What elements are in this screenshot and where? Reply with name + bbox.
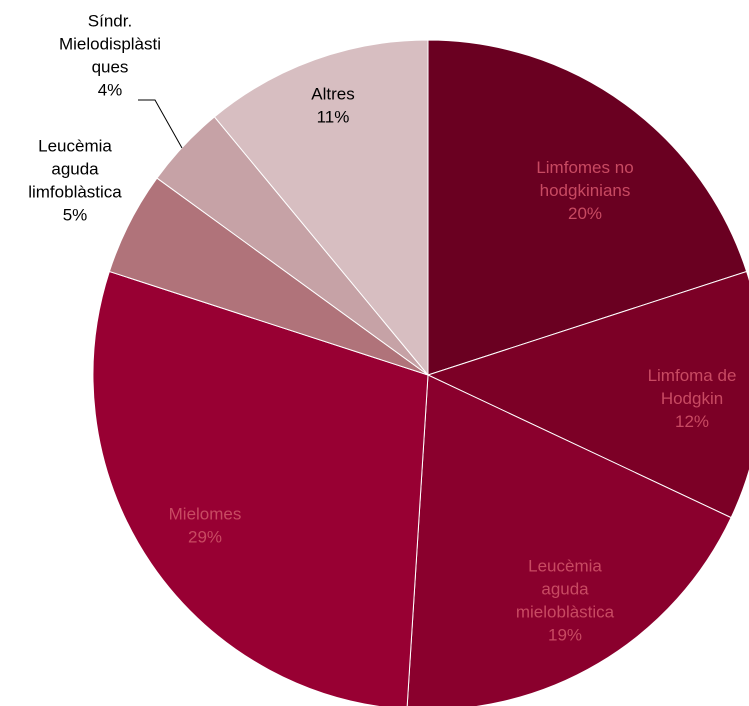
- slice-label: Leucèmia aguda limfoblàstica 5%: [28, 137, 122, 225]
- slice: [92, 270, 429, 706]
- slice: [427, 39, 748, 376]
- slice-label: Altres 11%: [311, 85, 354, 127]
- category-line: limfoblàstica: [28, 183, 122, 202]
- value-label: 4%: [98, 81, 123, 100]
- category-line: Síndr.: [88, 12, 132, 31]
- category-line: ques: [92, 58, 129, 77]
- category-line: Leucèmia: [528, 557, 602, 576]
- value-label: 5%: [63, 206, 88, 225]
- slice-label: Limfoma de Hodgkin 12%: [648, 366, 737, 431]
- labels: Limfomes no hodgkinians 20% Limfoma de Hodgk…: [28, 12, 736, 645]
- category-line: Mielodisplàsti: [59, 35, 161, 54]
- slice: [406, 374, 732, 706]
- category-line: aguda: [541, 580, 589, 599]
- pie: [92, 39, 749, 706]
- category-line: Leucèmia: [38, 137, 112, 156]
- slice-label: Leucèmia aguda mieloblàstica 19%: [516, 557, 615, 645]
- slice-label: Síndr. Mielodisplàsti ques 4%: [59, 12, 161, 100]
- slice: [213, 39, 429, 377]
- category-line: Mielomes: [169, 505, 242, 524]
- leader-line: [138, 99, 183, 149]
- slice-label: Mielomes 29%: [169, 505, 242, 547]
- category-line: Limfoma de: [648, 366, 737, 385]
- value-label: 11%: [317, 108, 350, 127]
- category-line: Hodgkin: [661, 389, 723, 408]
- category-line: Limfomes no: [536, 158, 633, 177]
- category-line: hodgkinians: [540, 181, 631, 200]
- slice: [426, 270, 749, 519]
- category-line: aguda: [51, 160, 99, 179]
- slice-label: Limfomes no hodgkinians 20%: [536, 158, 633, 223]
- value-label: 20%: [568, 204, 602, 223]
- category-line: Altres: [311, 85, 354, 104]
- value-label: 19%: [548, 626, 582, 645]
- category-line: mieloblàstica: [516, 603, 615, 622]
- value-label: 29%: [188, 528, 222, 547]
- value-label: 12%: [675, 412, 709, 431]
